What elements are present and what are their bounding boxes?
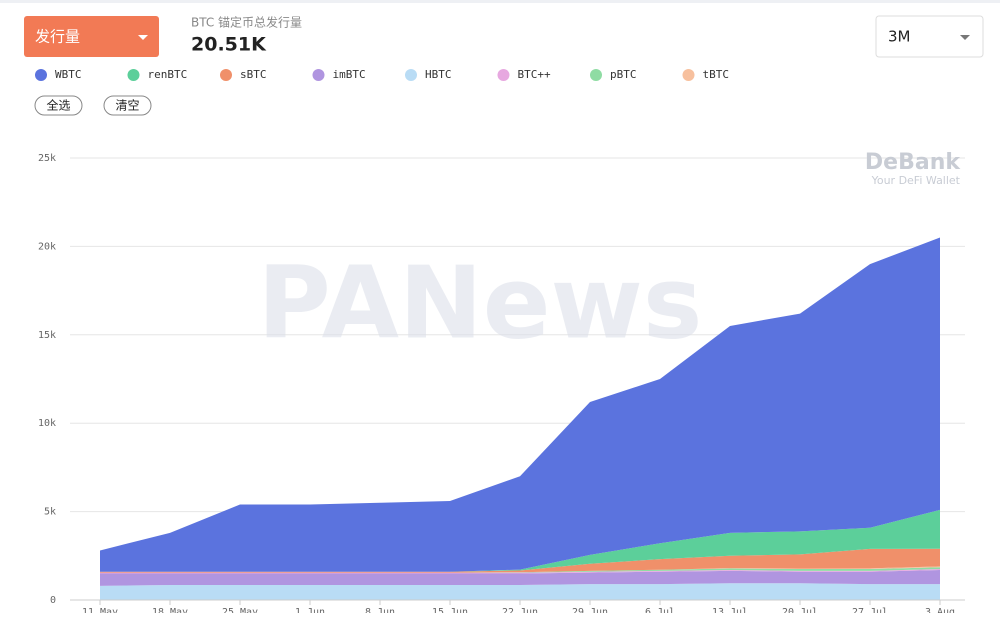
legend-label: renBTC [148, 68, 188, 81]
area [100, 583, 940, 600]
metric-caret [138, 35, 148, 40]
area [100, 569, 940, 574]
y-tick-label: 20k [38, 241, 56, 252]
x-tick-label: 22 Jun [502, 607, 538, 613]
y-tick-label: 25k [38, 153, 56, 164]
legend-swatch [590, 69, 602, 81]
x-tick-label: 1 Jun [295, 607, 325, 613]
legend-label: BTC++ [518, 68, 551, 81]
y-tick-label: 0 [50, 595, 56, 606]
legend-swatch [497, 69, 510, 81]
metric-button-label[interactable]: 发行量 [35, 28, 80, 46]
x-tick-label: 8 Jun [365, 607, 395, 613]
legend-swatch [405, 69, 417, 81]
x-tick-label: 13 Jul [712, 607, 748, 613]
range-select[interactable] [875, 15, 984, 58]
select-all-label[interactable]: 全选 [46, 98, 70, 113]
y-tick-label: 5k [44, 507, 56, 518]
area [100, 237, 940, 572]
area [100, 548, 940, 573]
brand: DeBank [865, 150, 961, 175]
x-tick-label: 15 Jun [432, 607, 468, 613]
x-tick-label: 29 Jun [572, 607, 608, 613]
x-tick-label: 27 Jul [852, 607, 888, 613]
area [100, 569, 940, 586]
legend-swatch [35, 69, 47, 81]
area [100, 509, 940, 572]
legend-label: pBTC [610, 68, 637, 81]
x-tick-label: 6 Jul [645, 607, 675, 613]
x-tick-label: 11 May [82, 607, 118, 613]
y-tick-label: 10k [38, 418, 56, 429]
watermark: PANews [258, 244, 703, 361]
legend-swatch [312, 69, 325, 81]
x-tick-label: 18 May [152, 607, 188, 613]
x-tick-label: 3 Aug [925, 607, 955, 613]
clear-button[interactable] [103, 95, 152, 116]
subtitle: BTC 锚定币总发行量 [191, 15, 302, 30]
legend-label: imBTC [333, 68, 366, 81]
legend-label: WBTC [55, 68, 82, 81]
legend-label: HBTC [425, 68, 452, 81]
legend-label: sBTC [240, 68, 267, 81]
x-tick-label: 20 Jul [782, 607, 818, 613]
legend-swatch [220, 69, 232, 81]
area [100, 567, 940, 573]
top-bar [0, 0, 1000, 3]
y-tick-label: 15k [38, 330, 56, 341]
x-tick-label: 25 May [222, 607, 258, 613]
clear-label[interactable]: 清空 [115, 99, 139, 113]
range-caret [960, 35, 970, 40]
brand-tagline: Your DeFi Wallet [871, 174, 961, 187]
legend-swatch [127, 69, 140, 81]
range-label[interactable]: 3M [888, 28, 911, 46]
total: 20.51K [191, 34, 267, 56]
legend-swatch [682, 69, 695, 81]
metric-button[interactable] [24, 16, 159, 57]
select-all-button[interactable] [34, 95, 83, 116]
legend-label: tBTC [703, 68, 730, 81]
